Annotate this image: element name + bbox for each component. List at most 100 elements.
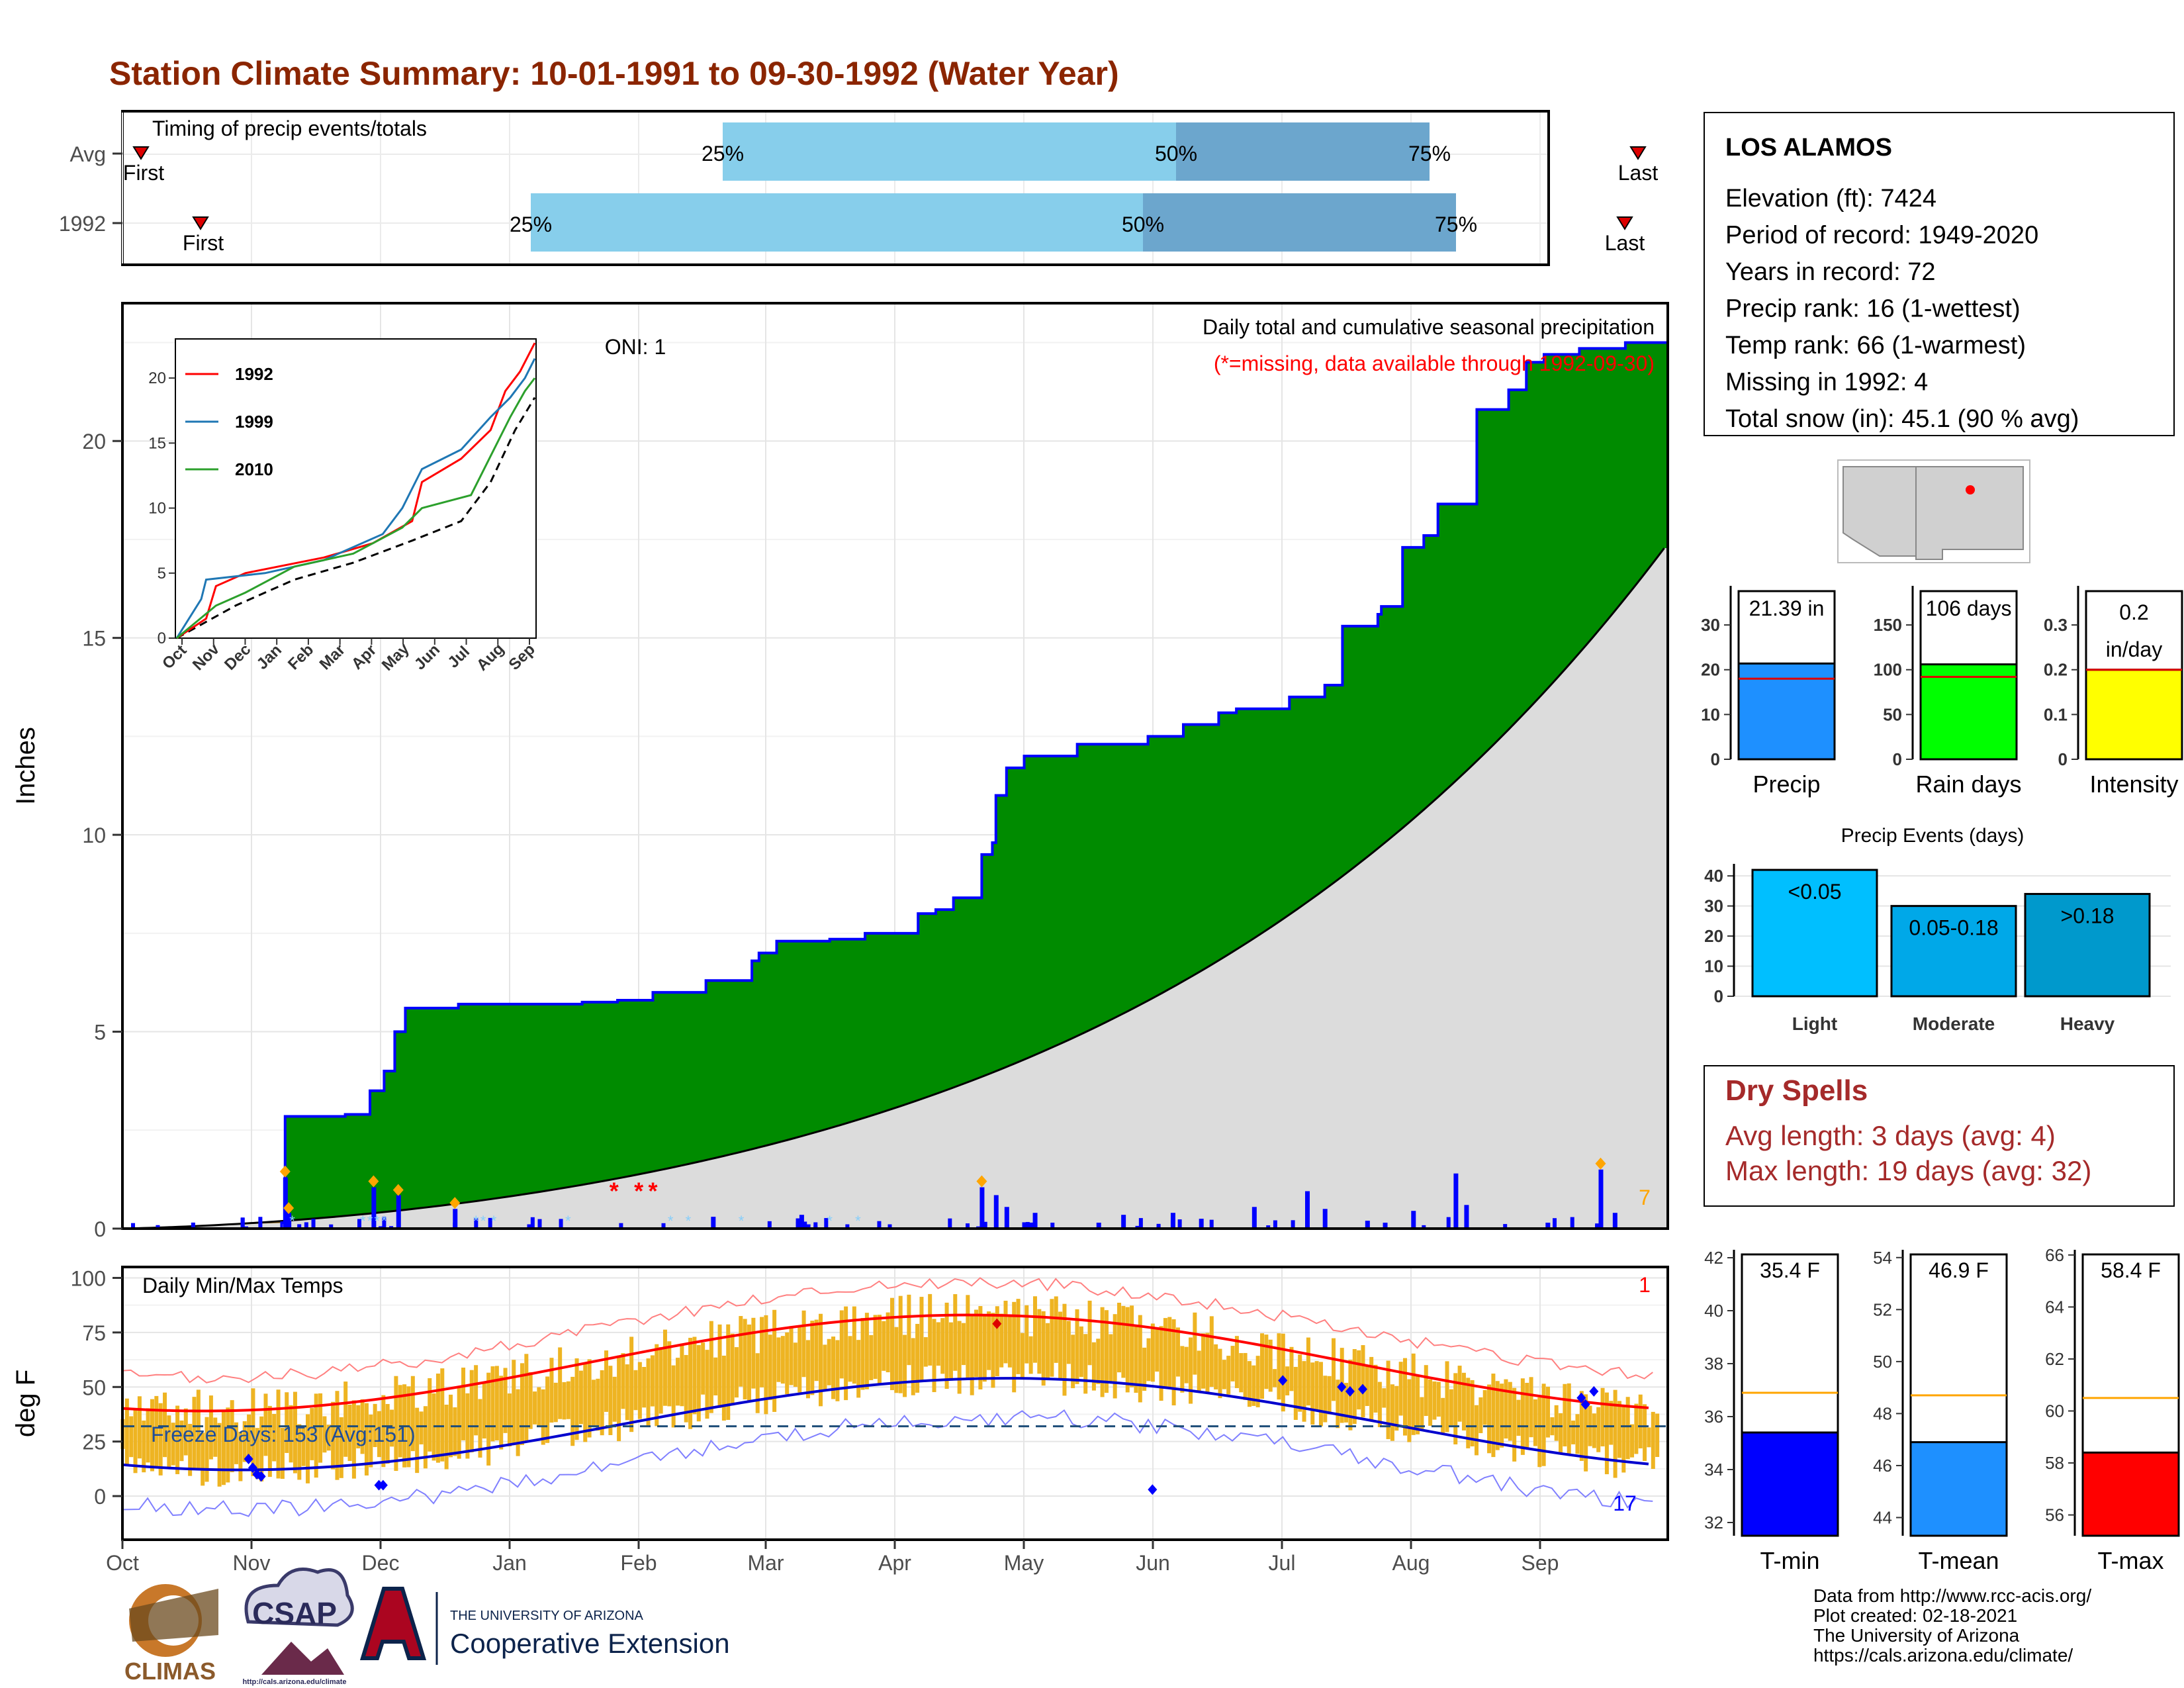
daily-temp-range-bar [1457, 1366, 1462, 1422]
daily-temp-range-bar [322, 1416, 327, 1453]
daily-temp-range-bar [343, 1382, 348, 1457]
station-box-frame [1704, 112, 2175, 436]
daily-temp-range-bar [1218, 1348, 1222, 1399]
daily-temp-range-bar [869, 1335, 874, 1380]
daily-temp-range-bar [1643, 1404, 1647, 1462]
daily-temp-range-bar [553, 1382, 558, 1423]
daily-temp-range-bar [705, 1350, 709, 1419]
precip-ylabel: Inches [11, 727, 40, 805]
summary-value-label: 106 days [1926, 596, 2012, 620]
daily-temp-range-bar [1621, 1404, 1626, 1473]
daily-temp-range-bar [1332, 1338, 1336, 1401]
daily-temp-range-bar [537, 1387, 541, 1427]
daily-temp-range-bar [1634, 1403, 1639, 1454]
daily-temp-range-bar [192, 1397, 197, 1470]
daily-precip-bar [283, 1177, 288, 1229]
daily-temp-range-bar [873, 1315, 878, 1380]
daily-precip-bar [993, 1195, 999, 1229]
summary-ytick-label: 20 [1701, 660, 1720, 680]
daily-temp-range-bar [1289, 1346, 1294, 1391]
daily-temp-range-bar [208, 1395, 213, 1460]
events-bar-label: >0.18 [2061, 904, 2115, 927]
daily-precip-bar [966, 1223, 970, 1229]
daily-temp-range-bar [860, 1317, 865, 1390]
daily-temp-range-bar [1104, 1310, 1109, 1393]
daily-precip-bar [396, 1195, 401, 1229]
logo-csap: CSAP http://cals.arizona.edu/climate [242, 1568, 354, 1686]
dry-spells-title: Dry Spells [1725, 1074, 1868, 1107]
climas-land-icon [129, 1589, 218, 1642]
record-low-marker-icon [244, 1454, 253, 1465]
daily-temp-range-bar [335, 1391, 340, 1480]
daily-precip-bar [979, 1187, 985, 1229]
daily-temp-range-bar [1032, 1296, 1037, 1363]
daily-temp-range-bar [364, 1403, 369, 1476]
missing-note: (*=missing, data available through 1992-… [1214, 352, 1655, 375]
daily-temp-range-bar [1146, 1338, 1151, 1382]
daily-temp-range-bar [533, 1391, 537, 1425]
timing-label-75: 75% [1435, 212, 1477, 236]
daily-precip-bar [559, 1219, 563, 1229]
daily-temp-range-bar [1066, 1321, 1071, 1364]
daily-temp-range-bar [721, 1355, 726, 1421]
precip-events-chart: Precip Events (days) 0 10 20 30 40 <0.05 Light… [1704, 825, 2171, 1034]
daily-temp-range-bar [448, 1394, 453, 1458]
daily-precip-bar [474, 1218, 478, 1229]
daily-temp-range-bar [562, 1382, 567, 1420]
daily-temp-range-bar [1054, 1296, 1058, 1363]
tsummary-ytick-label: 54 [1873, 1248, 1892, 1268]
daily-precip-bar [1545, 1223, 1551, 1229]
daily-temp-range-bar [1508, 1382, 1512, 1441]
daily-temp-range-bar [1268, 1339, 1273, 1392]
daily-temp-range-bar [1500, 1383, 1504, 1448]
daily-precip-bar [877, 1221, 882, 1229]
oni-label: ONI: 1 [605, 335, 666, 359]
daily-precip-bar [806, 1224, 811, 1229]
daily-precip-bar [1177, 1219, 1182, 1229]
tsummary-ytick-label: 52 [1873, 1299, 1892, 1319]
daily-temp-range-bar [810, 1321, 815, 1395]
daily-precip-bar [1464, 1205, 1469, 1229]
summary-value-bar [2085, 669, 2183, 761]
daily-temp-range-bar [1604, 1392, 1609, 1475]
daily-temp-range-bar [780, 1336, 785, 1384]
daily-temp-range-bar [785, 1332, 790, 1395]
timing-label-25: 25% [510, 212, 552, 236]
events-ytick-label: 10 [1704, 957, 1723, 976]
daily-temp-range-bar [1579, 1391, 1584, 1461]
daily-temp-range-bar [726, 1324, 731, 1420]
daily-temp-range-bar [1575, 1414, 1580, 1454]
snow-day-icon: * [855, 1213, 861, 1229]
daily-temp-range-bar [457, 1387, 461, 1459]
last-label: Last [1605, 231, 1645, 255]
last-label: Last [1618, 161, 1659, 185]
daily-temp-range-bar [915, 1323, 920, 1393]
map-new-mexico [1915, 466, 2024, 560]
daily-temp-range-bar [474, 1365, 478, 1436]
station-info-line: Elevation (ft): 7424 [1725, 185, 1936, 212]
daily-precip-bar [1453, 1173, 1459, 1229]
daily-temp-range-bar [747, 1324, 752, 1402]
daily-temp-range-bar [1453, 1373, 1458, 1444]
daily-temp-range-bar [1197, 1350, 1201, 1393]
daily-precip-bar [661, 1223, 666, 1229]
daily-temp-range-bar [129, 1416, 134, 1458]
daily-temp-range-bar [1306, 1337, 1310, 1406]
inset-series-line [175, 357, 536, 639]
temp-x-axis: Oct Nov Dec Jan Feb Mar Apr May Jun Jul Aug Sep [106, 1540, 1559, 1575]
daily-precip-bar [887, 1224, 892, 1229]
daily-temp-range-bar [1234, 1336, 1239, 1388]
daily-temp-range-bar [276, 1389, 281, 1479]
daily-precip-bar [258, 1217, 263, 1229]
daily-temp-range-bar [1087, 1300, 1092, 1366]
daily-temp-range-bar [1323, 1376, 1328, 1423]
daily-temp-range-bar [171, 1423, 175, 1466]
temp-xtick-label: Jun [1136, 1551, 1170, 1575]
daily-temp-range-bar [1373, 1364, 1378, 1413]
daily-temp-range-bar [516, 1389, 520, 1456]
tsummary-ytick-label: 32 [1704, 1513, 1723, 1532]
daily-temp-range-bar [894, 1327, 899, 1393]
daily-temp-range-bar [608, 1366, 613, 1435]
daily-temp-range-bar [549, 1358, 554, 1423]
daily-temp-range-bar [146, 1408, 150, 1463]
